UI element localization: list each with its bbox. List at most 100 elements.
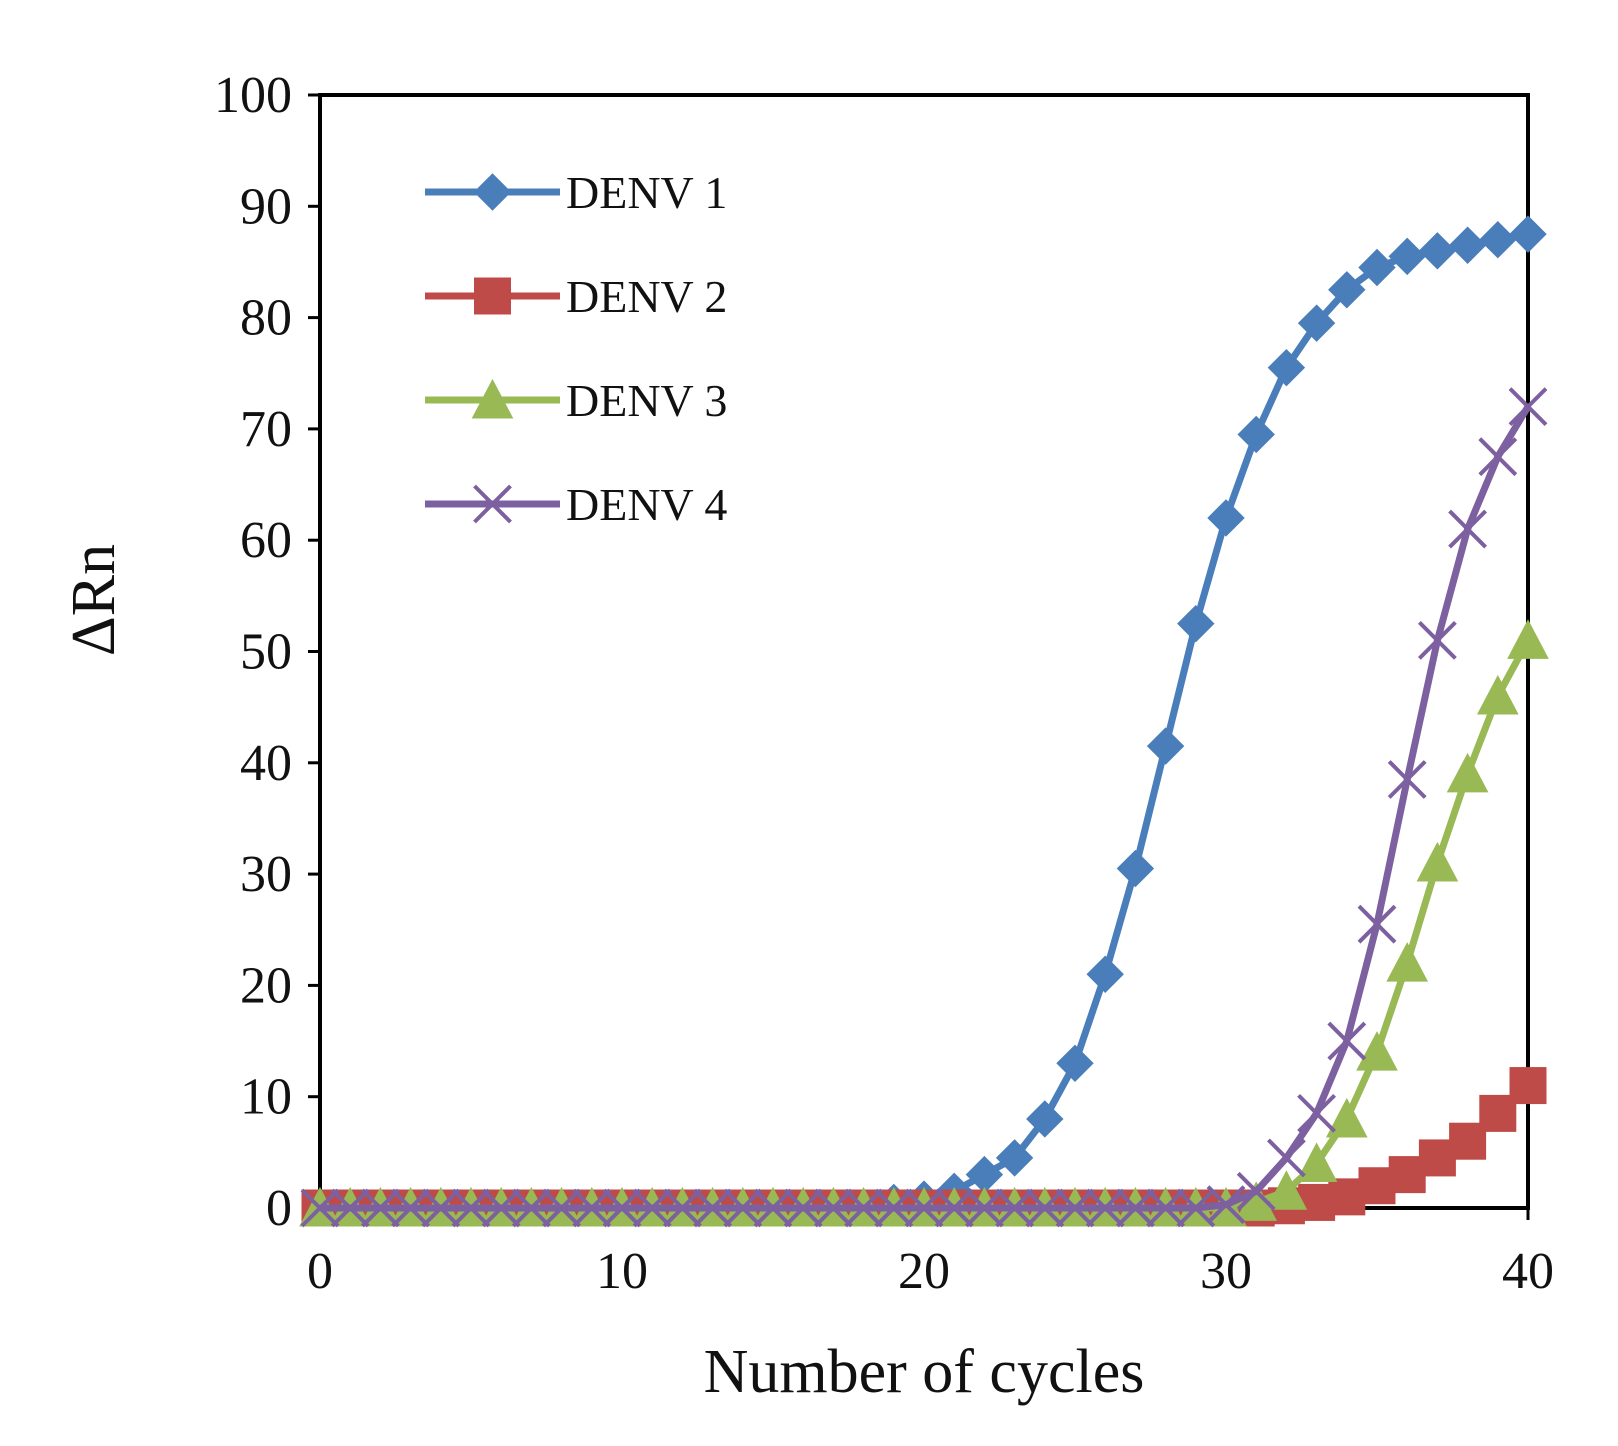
marker (1509, 1067, 1547, 1105)
series-line (320, 404, 1531, 1212)
marker (1476, 674, 1519, 715)
marker (1358, 248, 1396, 287)
marker (813, 1188, 853, 1228)
y-tick-label: 90 (240, 178, 292, 235)
series (301, 215, 1547, 1227)
marker (1509, 215, 1547, 253)
marker (693, 1188, 733, 1228)
x-tick-label: 0 (307, 1243, 333, 1300)
marker (300, 1188, 340, 1228)
marker (1328, 271, 1366, 309)
marker (1207, 499, 1245, 537)
marker (1116, 849, 1155, 888)
marker (1479, 220, 1517, 259)
marker (874, 1188, 914, 1228)
x-tick-label: 10 (596, 1243, 648, 1300)
marker (1448, 509, 1488, 549)
marker (844, 1188, 884, 1228)
marker (1357, 904, 1397, 944)
x-tick-label: 20 (898, 1243, 950, 1300)
series (300, 387, 1548, 1228)
marker (330, 1188, 370, 1228)
marker (421, 1188, 461, 1228)
marker (481, 1188, 521, 1228)
marker (1416, 841, 1459, 882)
y-tick-label: 0 (266, 1180, 292, 1237)
marker (1325, 1097, 1368, 1138)
marker (1177, 604, 1215, 643)
marker (1388, 237, 1426, 276)
marker (964, 1188, 1004, 1228)
marker (1327, 1021, 1367, 1061)
marker (1417, 620, 1457, 660)
marker (1295, 1142, 1338, 1182)
marker (451, 1188, 491, 1228)
marker (572, 1188, 612, 1228)
y-axis-title: ΔRn (60, 544, 128, 656)
marker (1026, 1100, 1064, 1138)
legend-marker (474, 277, 511, 315)
legend-label: DENV 4 (566, 479, 727, 530)
marker (1507, 619, 1549, 659)
marker (1297, 1093, 1337, 1133)
y-tick-label: 10 (240, 1069, 292, 1126)
marker (1176, 1188, 1216, 1228)
marker (391, 1188, 431, 1228)
y-tick-label: 30 (240, 846, 292, 903)
y-tick-label: 70 (240, 401, 292, 458)
x-axis-title: Number of cycles (704, 1338, 1145, 1406)
marker (542, 1188, 582, 1228)
marker (1055, 1188, 1095, 1228)
legend-marker (471, 378, 514, 419)
marker (1446, 752, 1489, 793)
marker (360, 1188, 400, 1228)
marker (904, 1188, 944, 1228)
marker (1146, 727, 1185, 765)
marker (753, 1188, 793, 1228)
y-tick-label: 40 (240, 735, 292, 792)
legend-label: DENV 3 (566, 375, 727, 426)
legend-label: DENV 2 (566, 271, 727, 322)
marker (1386, 942, 1429, 982)
marker (1418, 232, 1457, 270)
marker (1297, 304, 1336, 342)
marker (1478, 437, 1518, 477)
marker (1387, 760, 1427, 799)
marker (783, 1188, 823, 1228)
y-tick-label: 20 (240, 957, 292, 1014)
series-line (320, 230, 1529, 1212)
y-tick-label: 80 (240, 290, 292, 347)
marker (1025, 1188, 1065, 1228)
marker (1146, 1188, 1186, 1228)
marker (511, 1188, 551, 1228)
marker (1206, 1185, 1246, 1225)
marker (1508, 387, 1548, 427)
marker (995, 1139, 1034, 1177)
marker (1356, 1031, 1398, 1071)
marker (1056, 1044, 1094, 1083)
legend-label: DENV 1 (566, 167, 727, 218)
marker (1236, 1171, 1276, 1211)
marker (632, 1188, 672, 1228)
marker (662, 1188, 702, 1228)
y-tick-label: 50 (240, 624, 292, 681)
legend-marker (473, 484, 512, 524)
marker (934, 1188, 974, 1228)
marker (1267, 348, 1306, 387)
marker (1085, 1188, 1125, 1228)
x-tick-label: 40 (1502, 1243, 1554, 1300)
marker (1265, 1170, 1308, 1210)
marker (1115, 1188, 1155, 1228)
marker (1086, 955, 1124, 993)
marker (1448, 226, 1487, 264)
marker (995, 1188, 1035, 1228)
marker (1266, 1138, 1306, 1178)
marker (1449, 1122, 1487, 1160)
marker (723, 1188, 763, 1228)
series (299, 619, 1549, 1227)
y-tick-label: 100 (214, 67, 292, 124)
marker (602, 1188, 642, 1228)
legend-marker (473, 173, 512, 211)
y-tick-label: 60 (240, 512, 292, 569)
